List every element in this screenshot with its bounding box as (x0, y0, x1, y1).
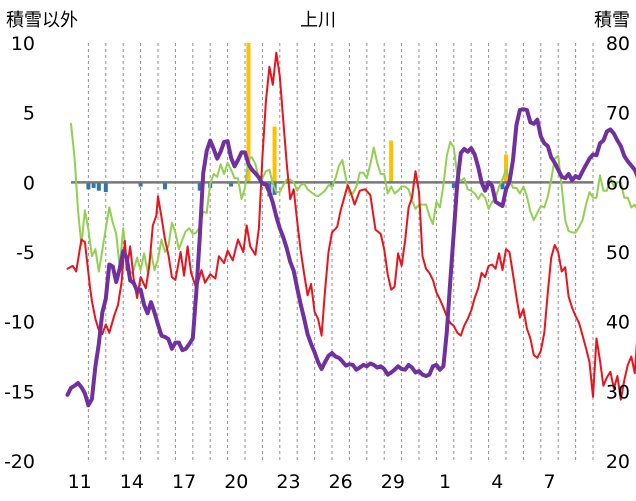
x-tick-label: 29 (381, 471, 405, 493)
snowfall-bar (272, 126, 277, 183)
left-y-tick-label: -20 (4, 451, 35, 473)
right-y-tick-label: 60 (606, 172, 630, 194)
precip-bar (86, 182, 91, 190)
x-tick-label: 14 (120, 471, 144, 493)
left-y-tick-label: -15 (4, 381, 35, 403)
precip-bar (91, 182, 96, 188)
right-y-tick-label: 80 (606, 33, 630, 55)
x-tick-label: 11 (68, 471, 92, 493)
x-tick-label: 1 (439, 471, 451, 493)
wind-series-line (70, 122, 636, 276)
x-tick-label: 26 (329, 471, 353, 493)
precip-bar (96, 182, 101, 191)
precip-bar (451, 182, 456, 188)
right-y-tick-label: 70 (606, 103, 630, 125)
left-y-tick-label: -5 (16, 242, 35, 264)
precip-bar (138, 182, 143, 187)
precip-bar (162, 182, 167, 190)
left-axis-title: 積雪以外 (6, 10, 78, 31)
x-tick-label: 17 (172, 471, 196, 493)
left-y-tick-label: 5 (23, 103, 35, 125)
right-axis-title: 積雪 (594, 10, 630, 31)
x-tick-label: 20 (224, 471, 248, 493)
chart-title: 上川 (300, 10, 336, 31)
x-tick-label: 7 (543, 471, 555, 493)
right-y-tick-label: 30 (606, 381, 630, 403)
series-lines (65, 51, 636, 408)
precip-bar (197, 182, 202, 191)
snow-depth-series-line (65, 107, 636, 408)
precip-bar (103, 182, 108, 193)
snowfall-bar (504, 154, 508, 183)
x-tick-label: 4 (491, 471, 503, 493)
temperature-series-line (66, 51, 636, 401)
precip-bar (500, 182, 505, 190)
left-y-tick-label: -10 (4, 312, 35, 334)
x-tick-label: 23 (276, 471, 300, 493)
snowfall-bar (246, 43, 251, 183)
precip-bar (229, 182, 234, 187)
right-y-tick-label: 20 (606, 451, 630, 473)
right-y-tick-label: 50 (606, 242, 630, 264)
left-y-tick-label: 10 (11, 33, 35, 55)
right-y-tick-label: 40 (606, 312, 630, 334)
left-y-tick-label: 0 (23, 172, 35, 194)
snowfall-bar (389, 140, 394, 183)
